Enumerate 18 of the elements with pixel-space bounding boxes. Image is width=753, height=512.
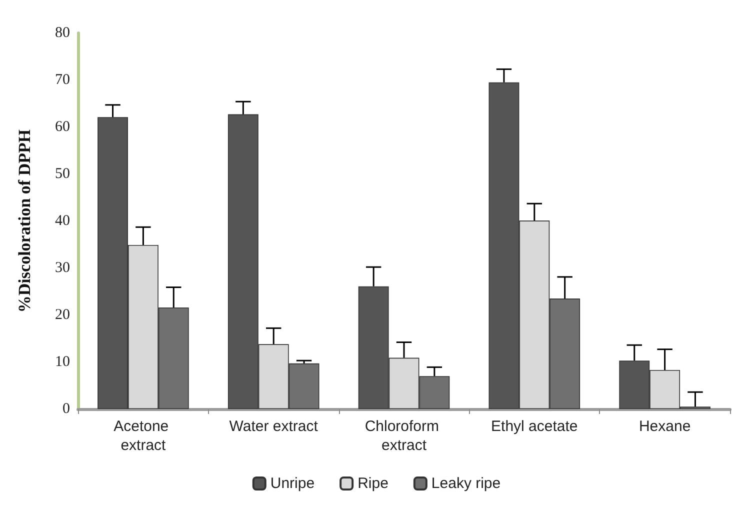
legend-label: Unripe	[270, 475, 315, 492]
x-tick-label: Water extract	[229, 418, 319, 435]
y-tick-label: 40	[55, 213, 70, 229]
x-tick-label: Ethyl acetate	[491, 418, 578, 435]
y-tick-label: 10	[55, 354, 70, 370]
x-tick-label: Hexane	[638, 418, 691, 435]
x-tick-label: Acetone extract	[114, 418, 173, 454]
legend-label: Leaky ripe	[431, 475, 501, 492]
x-tick-label: Chloroform extract	[364, 418, 444, 454]
legend-label: Ripe	[358, 475, 388, 492]
y-tick-label: 70	[55, 72, 70, 88]
y-tick-label: 60	[55, 119, 70, 135]
y-tick-label: 30	[55, 260, 70, 276]
y-axis-title: %Discoloration of DPPH	[15, 129, 34, 313]
y-tick-label: 20	[55, 307, 70, 323]
y-tick-label: 80	[55, 25, 70, 41]
y-tick-label: 0	[62, 401, 70, 417]
y-tick-label: 50	[55, 166, 70, 182]
